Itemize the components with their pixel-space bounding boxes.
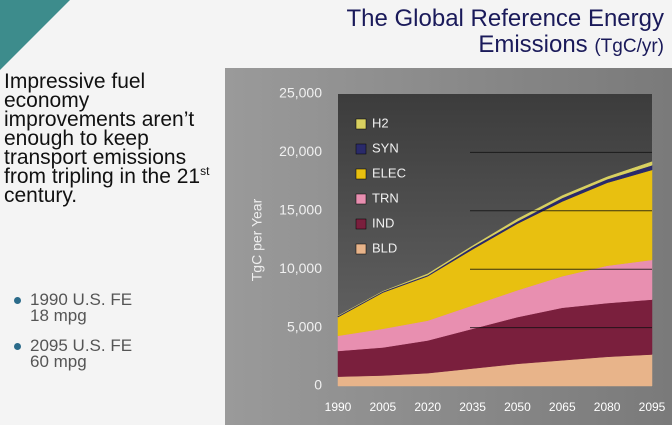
superscript: st <box>200 164 210 178</box>
text: 2095 U.S. FE <box>30 336 133 355</box>
x-tick-label: 2020 <box>414 400 441 414</box>
y-tick-label: 0 <box>314 377 322 393</box>
x-tick-label: 1990 <box>325 400 352 414</box>
x-tick-label: 2080 <box>594 400 621 414</box>
legend-swatch <box>355 218 367 230</box>
legend-swatch <box>355 193 367 205</box>
legend-label: IND <box>372 215 394 230</box>
y-tick-label: 5,000 <box>287 318 322 334</box>
y-tick-label: 15,000 <box>279 202 322 218</box>
legend-swatch <box>355 143 367 155</box>
y-tick-label: 20,000 <box>279 143 322 159</box>
y-axis-label: TgC per Year <box>249 198 265 281</box>
legend-label: TRN <box>372 190 399 205</box>
text: century. <box>4 184 78 207</box>
text: 1990 U.S. FE <box>30 290 133 309</box>
title-line: The Global Reference Energy <box>346 5 664 32</box>
y-tick-label: 10,000 <box>279 260 322 276</box>
corner-shape <box>0 0 70 70</box>
bullet: 1990 U.S. FE 18 mpg <box>14 290 133 325</box>
text: 60 mpg <box>30 352 87 371</box>
legend-label: ELEC <box>372 165 406 180</box>
legend-swatch <box>355 243 367 255</box>
text: 18 mpg <box>30 306 87 325</box>
legend-label: H2 <box>372 115 389 130</box>
legend-swatch <box>355 118 367 130</box>
x-tick-label: 2050 <box>504 400 531 414</box>
legend-label: BLD <box>372 240 397 255</box>
x-tick-label: 2065 <box>549 400 576 414</box>
body-text: Impressive fuel economy improvements are… <box>4 70 219 207</box>
x-tick-label: 2035 <box>459 400 486 414</box>
legend-swatch <box>355 168 367 180</box>
legend-label: SYN <box>372 140 399 155</box>
bullet: 2095 U.S. FE 60 mpg <box>14 336 133 371</box>
x-tick-label: 2095 <box>639 400 666 414</box>
x-tick-label: 2005 <box>370 400 397 414</box>
title: The Global Reference Energy Emissions (Tg… <box>346 6 664 60</box>
text: Impressive fuel economy improvements are… <box>4 70 201 188</box>
bullet-list: 1990 U.S. FE 18 mpg 2095 U.S. FE 60 mpg <box>14 290 133 384</box>
title-line: Emissions <box>478 31 588 58</box>
y-tick-label: 25,000 <box>279 85 322 101</box>
title-unit: (TgC/yr) <box>594 36 664 57</box>
area <box>337 161 653 317</box>
